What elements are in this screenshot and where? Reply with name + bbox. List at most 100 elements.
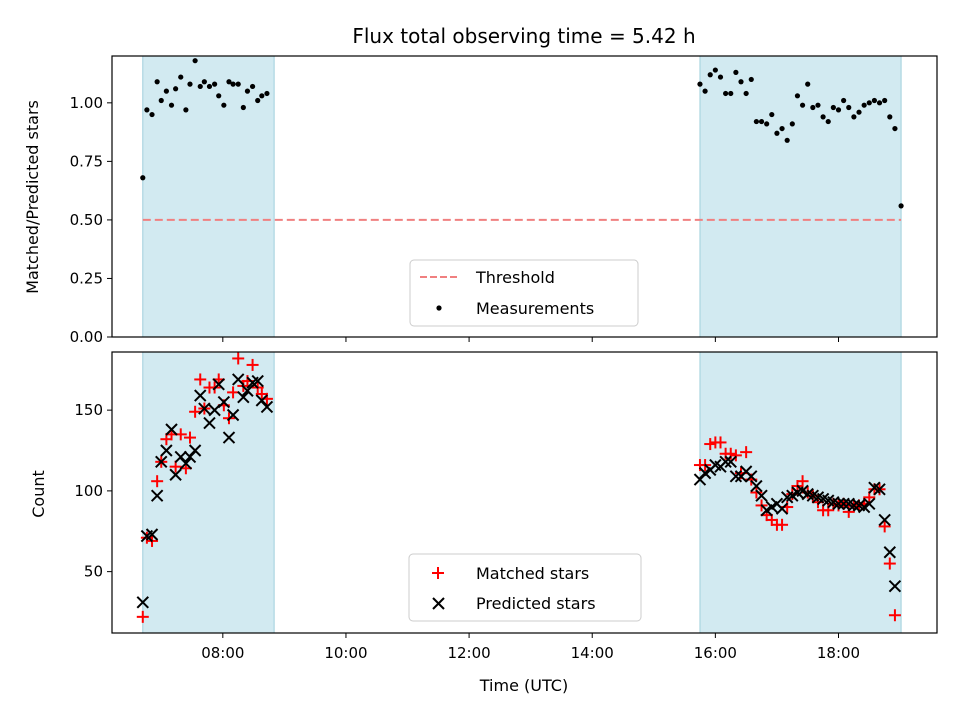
x-tick-label: 16:00	[694, 644, 737, 662]
legend-bottom-frame	[408, 553, 642, 622]
top-y-axis-label: Matched/Predicted stars	[23, 100, 42, 294]
point-measurements-21	[240, 104, 246, 111]
point-predicted-stars-63	[878, 513, 891, 527]
point-measurements-51	[820, 114, 826, 120]
y-tick-label: 100	[74, 482, 103, 500]
point-measurements-32	[723, 90, 729, 97]
point-measurements-52	[825, 118, 831, 125]
point-measurements-41	[769, 111, 775, 118]
point-measurements-7	[173, 86, 179, 92]
point-measurements-0	[140, 175, 146, 181]
point-predicted-stars-55	[837, 497, 850, 511]
point-measurements-65	[892, 125, 898, 132]
point-matched-stars-31	[714, 436, 727, 449]
point-predicted-stars-3	[150, 489, 164, 502]
point-matched-stars-65	[888, 609, 901, 622]
point-matched-stars-10	[183, 431, 196, 444]
point-measurements-35	[738, 79, 744, 85]
point-measurements-54	[835, 107, 842, 113]
y-tick-label: 0.75	[70, 152, 103, 170]
point-measurements-33	[728, 90, 734, 97]
x-tick-label: 10:00	[324, 644, 367, 662]
point-predicted-stars-14	[203, 416, 216, 430]
point-measurements-48	[805, 81, 811, 87]
x-tick-label: 12:00	[447, 644, 490, 662]
point-measurements-38	[753, 118, 760, 125]
point-measurements-63	[882, 97, 888, 104]
point-measurements-24	[255, 97, 261, 104]
point-measurements-20	[235, 81, 241, 87]
point-predicted-stars-24	[251, 374, 264, 388]
point-predicted-stars-39	[755, 489, 768, 502]
point-predicted-stars-19	[226, 408, 240, 422]
point-measurements-9	[183, 107, 189, 113]
point-predicted-stars-22	[241, 384, 254, 397]
point-predicted-stars-5	[160, 444, 173, 457]
point-measurements-53	[830, 104, 836, 111]
point-matched-stars-0	[136, 610, 149, 623]
point-matched-stars-47	[796, 475, 809, 488]
point-measurements-22	[244, 88, 251, 94]
point-measurements-5	[163, 88, 169, 94]
point-matched-stars-11	[189, 405, 202, 418]
x-axis-label: Time (UTC)	[479, 676, 568, 695]
chart-title: Flux total observing time = 5.42 h	[352, 24, 695, 48]
legend-matched-swatch	[432, 567, 444, 579]
legend-bottom: Matched stars Predicted stars	[408, 553, 642, 622]
bottom-panel-count: 50 100 150 08:00 10:00 12:00 14:00 16:00 18:00	[74, 351, 938, 662]
point-predicted-stars-26	[260, 400, 274, 414]
point-measurements-43	[779, 125, 785, 132]
point-measurements-31	[717, 74, 724, 80]
x-tick-label: 18:00	[817, 644, 860, 662]
point-measurements-8	[178, 74, 184, 80]
point-predicted-stars-0	[136, 596, 149, 609]
point-predicted-stars-64	[883, 546, 897, 559]
point-measurements-34	[733, 69, 739, 75]
point-measurements-4	[158, 97, 164, 104]
point-measurements-42	[774, 130, 780, 136]
legend-top: Threshold Measurements	[409, 259, 639, 327]
point-measurements-45	[789, 121, 795, 127]
point-predicted-stars-38	[750, 479, 763, 493]
point-measurements-44	[784, 137, 790, 143]
y-tick-label: 0.25	[70, 269, 103, 287]
point-measurements-13	[201, 79, 207, 85]
point-predicted-stars-60	[863, 497, 876, 511]
point-measurements-17	[221, 102, 227, 108]
point-predicted-stars-16	[212, 378, 225, 391]
point-predicted-stars-20	[232, 373, 245, 386]
point-measurements-47	[799, 102, 806, 108]
point-measurements-16	[216, 93, 222, 99]
point-predicted-stars-9	[179, 457, 193, 470]
point-predicted-stars-17	[217, 395, 231, 409]
observing-window-0	[142, 351, 275, 634]
point-predicted-stars-34	[729, 470, 743, 483]
point-matched-stars-43	[776, 518, 789, 531]
point-matched-stars-19	[227, 386, 240, 399]
point-predicted-stars-6	[165, 423, 178, 436]
point-measurements-25	[259, 93, 265, 99]
point-measurements-27	[697, 81, 703, 87]
point-predicted-stars-54	[832, 497, 845, 511]
point-matched-stars-3	[151, 475, 164, 488]
point-measurements-50	[815, 102, 821, 108]
point-measurements-39	[758, 118, 765, 125]
point-predicted-stars-32	[719, 455, 732, 469]
point-predicted-stars-18	[222, 431, 236, 444]
point-measurements-40	[764, 121, 770, 127]
point-measurements-11	[192, 58, 198, 64]
point-predicted-stars-33	[724, 455, 737, 469]
point-measurements-30	[712, 67, 718, 73]
point-measurements-26	[264, 90, 270, 97]
point-measurements-18	[226, 79, 232, 85]
point-measurements-46	[794, 93, 801, 99]
point-predicted-stars-37	[745, 470, 758, 483]
point-matched-stars-63	[878, 520, 891, 533]
point-predicted-stars-12	[194, 389, 207, 402]
observing-window-1	[699, 55, 902, 338]
point-measurements-55	[841, 97, 847, 104]
point-measurements-14	[206, 83, 213, 90]
bottom-y-axis-label: Count	[29, 470, 48, 518]
point-measurements-59	[861, 102, 867, 108]
point-matched-stars-38	[750, 486, 763, 499]
